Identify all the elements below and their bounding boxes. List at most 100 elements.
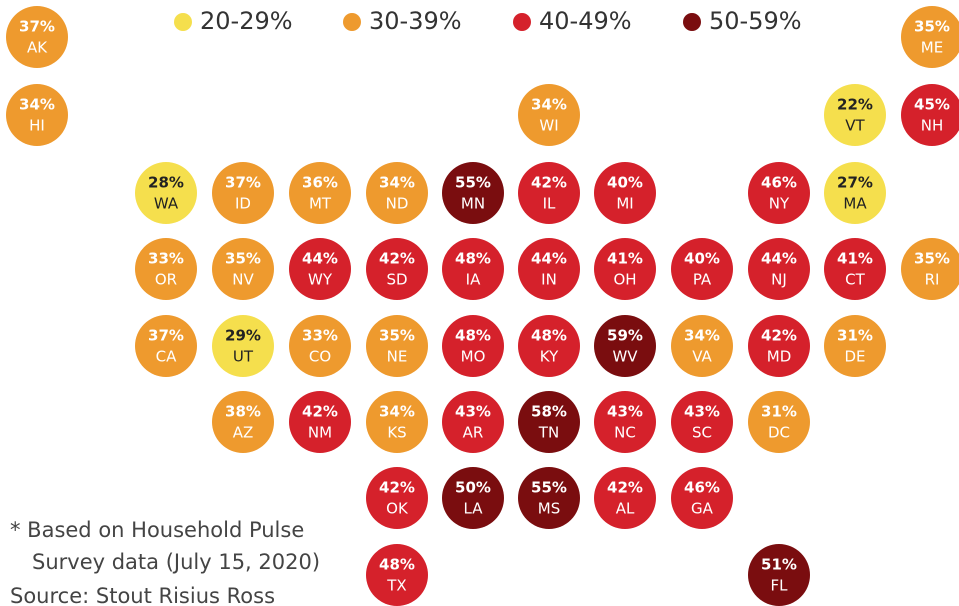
state-tile	[671, 391, 733, 453]
state-tile	[748, 162, 810, 224]
state-tile	[442, 238, 504, 300]
legend-dot	[513, 13, 531, 31]
state-value: 43%	[455, 403, 491, 421]
state-code: MO	[461, 348, 486, 366]
state-tile	[594, 162, 656, 224]
state-code: SC	[692, 424, 712, 442]
state-value: 48%	[531, 327, 567, 345]
state-tile	[594, 467, 656, 529]
state-value: 38%	[225, 403, 261, 421]
legend-dot	[343, 13, 361, 31]
state-code: NE	[387, 348, 408, 366]
state-value: 46%	[684, 479, 720, 497]
state-code: NC	[614, 424, 636, 442]
state-code: WI	[539, 117, 558, 135]
state-code: CA	[156, 348, 177, 366]
source: Source: Stout Risius Ross	[10, 584, 275, 606]
state-value: 55%	[455, 174, 491, 192]
state-code: UT	[233, 348, 254, 366]
state-value: 51%	[761, 556, 797, 574]
state-tile	[289, 238, 351, 300]
state-value: 42%	[379, 250, 415, 268]
state-value: 42%	[379, 479, 415, 497]
state-tile	[671, 238, 733, 300]
state-value: 33%	[302, 327, 338, 345]
state-tile	[212, 162, 274, 224]
state-tile	[518, 84, 580, 146]
state-code: LA	[464, 500, 484, 518]
state-code: IN	[541, 271, 557, 289]
state-value: 43%	[684, 403, 720, 421]
state-tile	[518, 315, 580, 377]
state-code: HI	[29, 117, 45, 135]
state-value: 34%	[379, 174, 415, 192]
state-code: AK	[27, 39, 48, 57]
state-tile	[518, 467, 580, 529]
state-tile	[212, 391, 274, 453]
state-tile	[135, 315, 197, 377]
legend-label: 30-39%	[369, 7, 462, 35]
state-value: 31%	[837, 327, 873, 345]
state-code: NM	[308, 424, 332, 442]
state-tile	[212, 238, 274, 300]
state-value: 50%	[455, 479, 491, 497]
state-code: OK	[386, 500, 409, 518]
state-code: PA	[693, 271, 712, 289]
state-code: NV	[232, 271, 254, 289]
state-code: DC	[768, 424, 790, 442]
state-tile	[366, 467, 428, 529]
legend-dot	[683, 13, 701, 31]
state-code: AZ	[233, 424, 254, 442]
state-value: 45%	[914, 96, 950, 114]
state-code: MS	[538, 500, 560, 518]
state-value: 46%	[761, 174, 797, 192]
state-value: 44%	[761, 250, 797, 268]
state-value: 48%	[379, 556, 415, 574]
state-tile	[518, 238, 580, 300]
state-value: 31%	[761, 403, 797, 421]
state-tile	[135, 238, 197, 300]
state-value: 29%	[225, 327, 261, 345]
state-code: WV	[612, 348, 638, 366]
state-tile	[442, 162, 504, 224]
state-code: AL	[616, 500, 635, 518]
state-value: 40%	[684, 250, 720, 268]
state-code: NH	[921, 117, 944, 135]
state-value: 34%	[379, 403, 415, 421]
state-code: OH	[613, 271, 636, 289]
state-code: DE	[844, 348, 865, 366]
state-tile	[594, 315, 656, 377]
state-tile	[901, 238, 959, 300]
legend-dot	[174, 13, 192, 31]
state-code: MN	[461, 195, 485, 213]
state-tile	[366, 315, 428, 377]
state-code: KY	[540, 348, 559, 366]
state-code: CO	[309, 348, 331, 366]
state-value: 36%	[302, 174, 338, 192]
state-code: CT	[845, 271, 865, 289]
state-tile	[442, 315, 504, 377]
state-code: TX	[386, 577, 406, 595]
state-code: SD	[386, 271, 407, 289]
state-code: IA	[466, 271, 481, 289]
state-value: 42%	[761, 327, 797, 345]
state-value: 40%	[607, 174, 643, 192]
state-tile	[289, 162, 351, 224]
state-value: 42%	[531, 174, 567, 192]
state-tile	[594, 238, 656, 300]
state-value: 35%	[379, 327, 415, 345]
state-value: 34%	[684, 327, 720, 345]
state-code: KS	[387, 424, 406, 442]
state-tile	[824, 315, 886, 377]
state-tile	[518, 391, 580, 453]
state-value: 22%	[837, 96, 873, 114]
state-value: 34%	[19, 96, 55, 114]
state-tile	[901, 84, 959, 146]
state-tile	[824, 84, 886, 146]
state-value: 34%	[531, 96, 567, 114]
state-tile	[901, 6, 959, 68]
state-tile	[212, 315, 274, 377]
state-value: 41%	[607, 250, 643, 268]
state-value: 48%	[455, 327, 491, 345]
state-tile	[6, 84, 68, 146]
